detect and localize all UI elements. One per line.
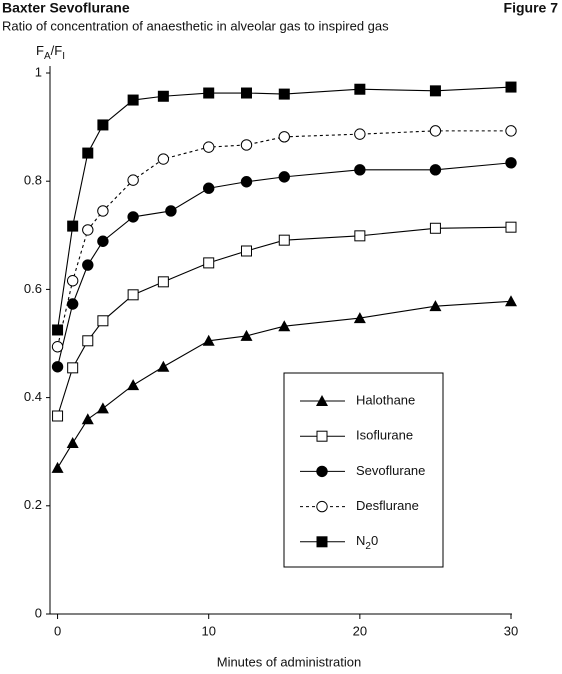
y-tick-label: 0.4 bbox=[24, 389, 42, 404]
data-point bbox=[82, 224, 94, 236]
data-point bbox=[127, 211, 139, 223]
data-point bbox=[278, 88, 290, 100]
data-point bbox=[278, 171, 290, 183]
x-tick-label: 20 bbox=[353, 623, 367, 638]
legend-marker bbox=[316, 500, 328, 513]
data-point bbox=[82, 259, 94, 271]
data-point bbox=[203, 87, 215, 99]
data-point bbox=[97, 315, 109, 327]
data-point bbox=[51, 361, 64, 373]
data-point bbox=[354, 83, 366, 95]
data-point bbox=[429, 222, 441, 234]
data-point bbox=[157, 276, 169, 288]
data-point bbox=[165, 205, 177, 217]
x-tick-label: 10 bbox=[201, 623, 215, 638]
data-point bbox=[127, 94, 139, 106]
data-point bbox=[157, 153, 170, 165]
legend bbox=[283, 372, 444, 568]
y-tick-label: 0.8 bbox=[24, 173, 42, 188]
data-point bbox=[240, 245, 252, 257]
data-point bbox=[97, 119, 109, 131]
legend-label: Halothane bbox=[356, 392, 415, 407]
chart-title: Baxter Sevoflurane bbox=[2, 0, 130, 16]
data-point bbox=[66, 437, 79, 449]
x-axis-label: Minutes of administration bbox=[217, 654, 362, 669]
data-point bbox=[97, 235, 109, 247]
data-point bbox=[203, 182, 215, 194]
data-point bbox=[157, 90, 169, 102]
data-point bbox=[82, 147, 94, 159]
data-point bbox=[67, 220, 79, 232]
figure-label: Figure 7 bbox=[504, 0, 559, 16]
series-line bbox=[57, 130, 511, 347]
data-point bbox=[278, 131, 290, 143]
data-point bbox=[66, 275, 79, 287]
data-point bbox=[82, 335, 94, 347]
legend-marker bbox=[316, 465, 328, 478]
subtitle: Ratio of concentration of anaesthetic in… bbox=[2, 18, 389, 33]
data-point bbox=[354, 128, 366, 140]
y-tick-label: 0.6 bbox=[24, 281, 42, 296]
data-point bbox=[505, 125, 517, 137]
data-point bbox=[67, 362, 79, 374]
data-point bbox=[52, 410, 64, 422]
data-point bbox=[505, 221, 517, 233]
data-point bbox=[127, 379, 140, 391]
data-point bbox=[127, 174, 139, 186]
data-point bbox=[278, 320, 291, 332]
data-point bbox=[505, 295, 517, 307]
data-point bbox=[354, 164, 366, 176]
data-point bbox=[240, 139, 253, 151]
data-point bbox=[127, 289, 139, 301]
legend-label: Desflurane bbox=[356, 498, 419, 513]
series-line bbox=[57, 162, 512, 367]
data-point bbox=[429, 164, 442, 176]
data-point bbox=[203, 141, 215, 153]
data-point bbox=[240, 87, 252, 99]
data-point bbox=[66, 298, 79, 310]
data-point bbox=[202, 334, 215, 346]
legend-label: Sevoflurane bbox=[356, 463, 425, 478]
data-point bbox=[81, 413, 94, 425]
data-point bbox=[278, 234, 290, 246]
y-tick-label: 0 bbox=[35, 605, 42, 620]
x-tick-label: 0 bbox=[54, 623, 61, 638]
y-tick-label: 0.2 bbox=[24, 497, 42, 512]
data-point bbox=[97, 205, 109, 217]
data-point bbox=[51, 341, 64, 353]
data-point bbox=[51, 461, 64, 473]
data-point bbox=[505, 81, 517, 93]
data-point bbox=[505, 157, 517, 169]
data-point bbox=[429, 85, 441, 97]
y-axis-label: FA/FI bbox=[36, 43, 65, 61]
data-point bbox=[52, 324, 64, 336]
legend-label: N20 bbox=[356, 533, 378, 551]
legend-marker bbox=[316, 430, 328, 442]
legend-marker bbox=[316, 536, 328, 548]
data-point bbox=[429, 125, 442, 137]
legend-label: Isoflurane bbox=[356, 428, 413, 443]
data-point bbox=[240, 176, 253, 188]
data-point bbox=[429, 300, 442, 312]
data-point bbox=[354, 230, 366, 242]
data-point bbox=[353, 312, 366, 324]
series-line bbox=[57, 86, 512, 331]
data-point bbox=[240, 329, 253, 341]
data-point bbox=[96, 402, 109, 414]
x-tick-label: 30 bbox=[504, 623, 518, 638]
legend-marker bbox=[316, 395, 328, 406]
data-point bbox=[157, 360, 170, 372]
data-point bbox=[203, 257, 215, 269]
y-tick-label: 1 bbox=[35, 64, 42, 79]
